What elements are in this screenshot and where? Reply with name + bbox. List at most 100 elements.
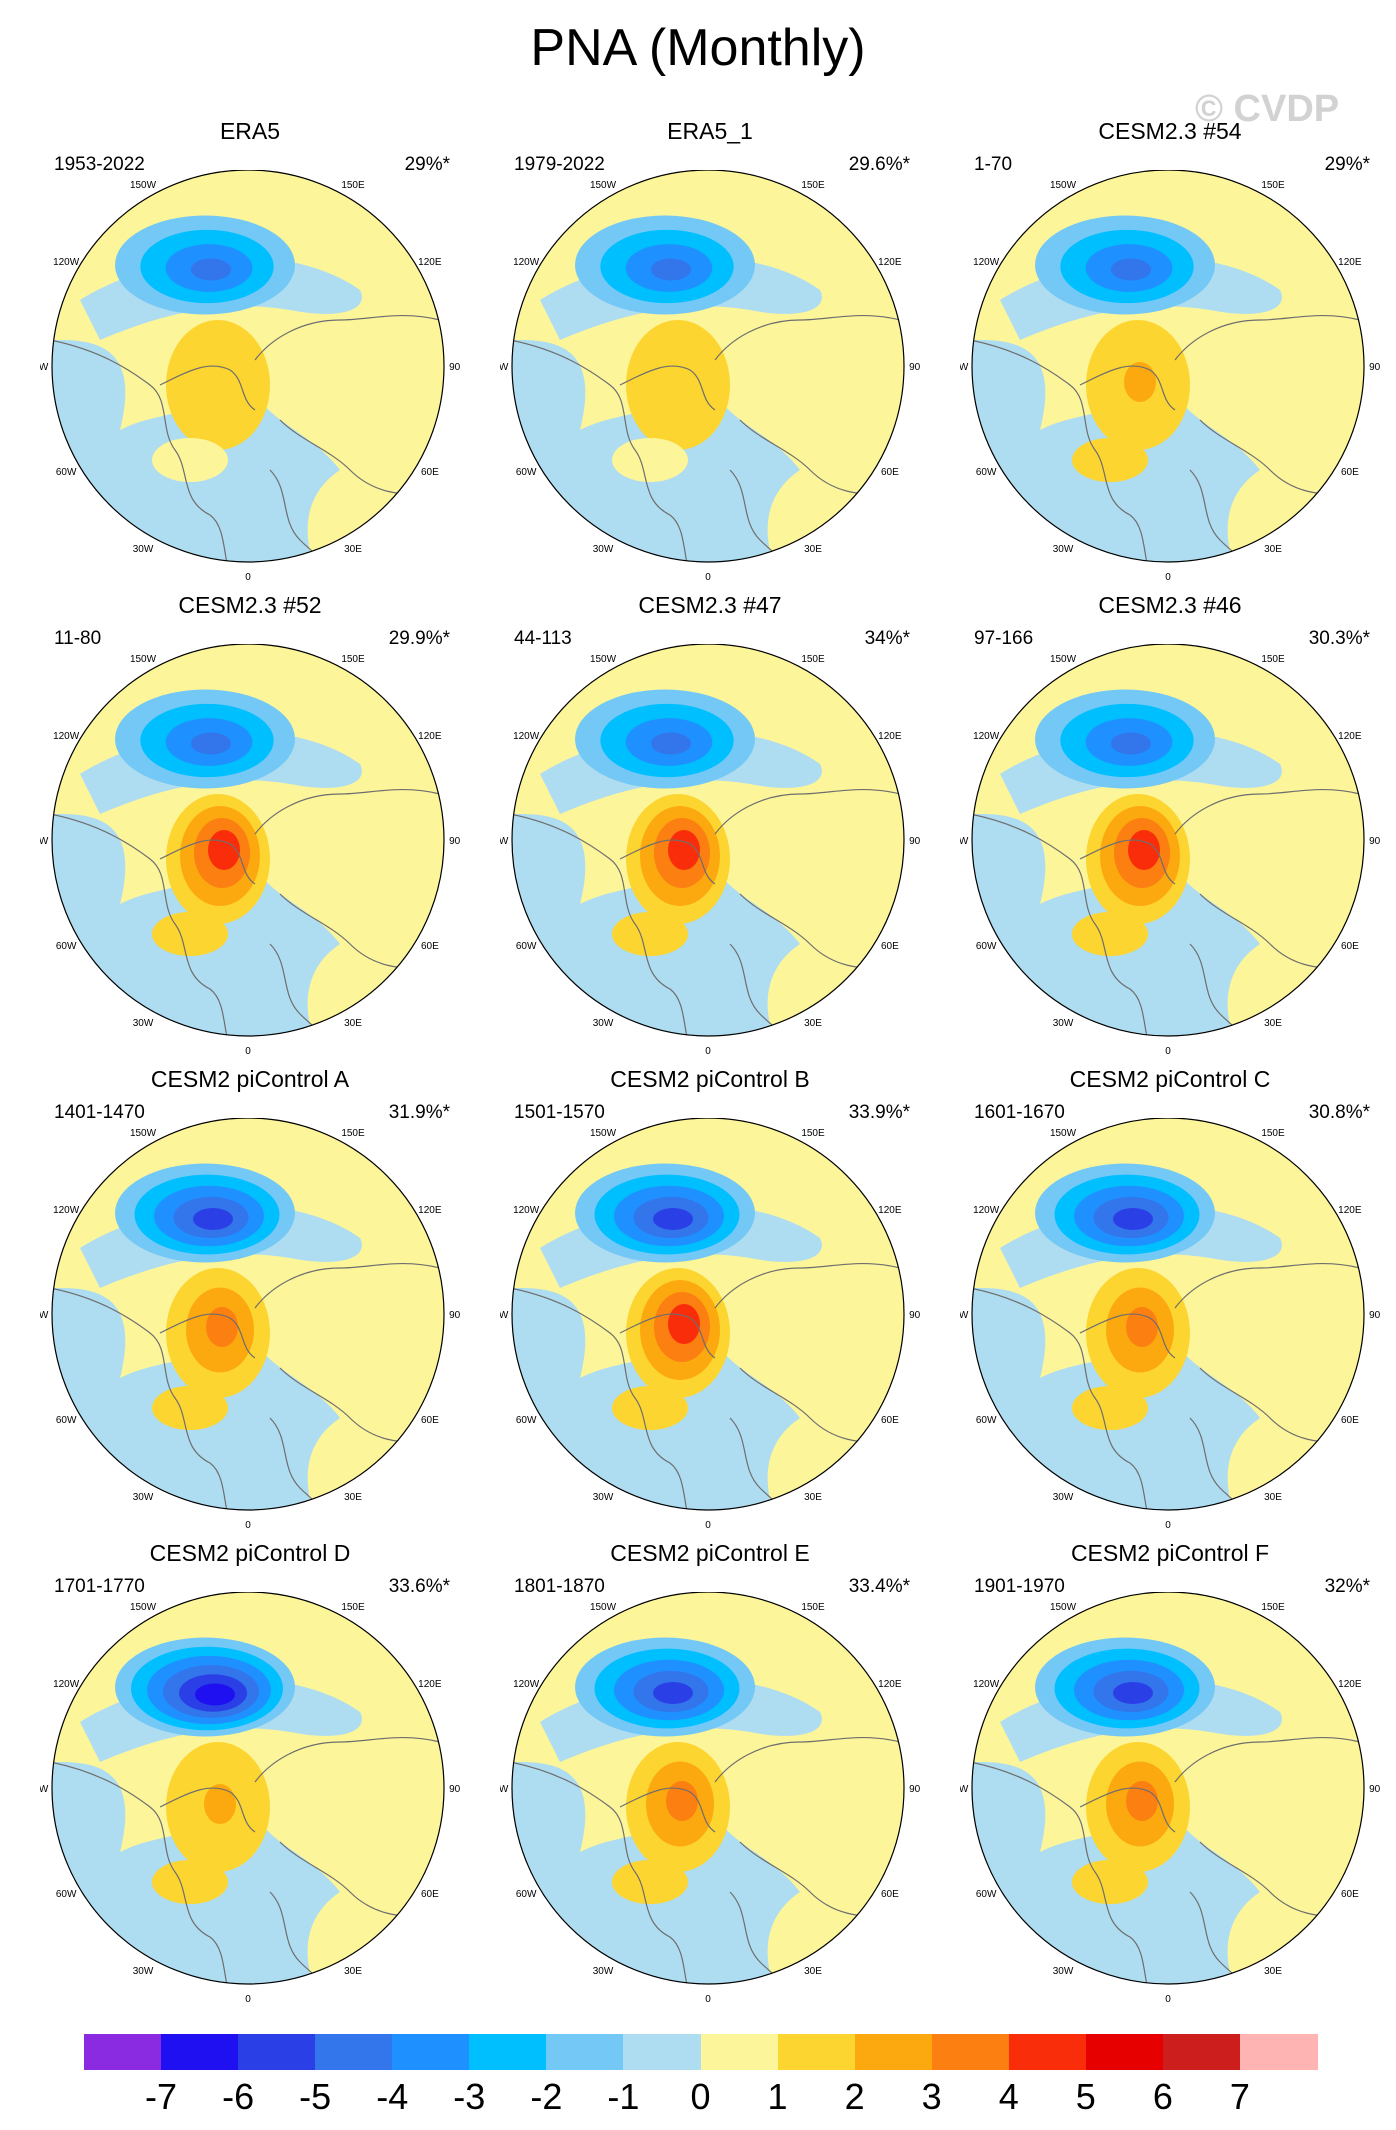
lon-label: 150W xyxy=(1050,1602,1077,1613)
lon-label: 60W xyxy=(976,467,997,478)
panel-variance-pct: 30.8%* xyxy=(1308,1102,1370,1123)
panel-years: 1953-2022 xyxy=(54,154,145,175)
field-high-contour xyxy=(626,320,730,450)
map-boundary xyxy=(511,1118,905,1511)
map-panel: CESM2 piControl C1601-167030.8%*180150E1… xyxy=(960,1066,1380,1536)
lon-label: 0 xyxy=(1165,1520,1171,1531)
panel-title: CESM2.3 #46 xyxy=(1098,592,1242,618)
lon-label: 90W xyxy=(500,1784,509,1795)
panel-title: ERA5 xyxy=(219,118,281,144)
lon-label: 90W xyxy=(960,1310,969,1321)
lon-label: 90E xyxy=(909,362,920,373)
lon-label: 0 xyxy=(705,1520,711,1531)
coastlines xyxy=(512,1736,901,1984)
field-high-lobe xyxy=(152,1386,228,1430)
panel-years: 1401-1470 xyxy=(54,1102,145,1123)
field-low-contour xyxy=(191,258,231,281)
map-boundary xyxy=(51,170,445,563)
lon-label: 90W xyxy=(40,1310,49,1321)
lon-label: 120W xyxy=(973,257,1000,268)
lon-label: 0 xyxy=(1165,1994,1171,2005)
lon-label: 120W xyxy=(513,1679,540,1690)
lon-label: 30W xyxy=(133,1018,154,1029)
lon-label: 30E xyxy=(1264,544,1282,555)
lon-label: 150E xyxy=(1261,1128,1285,1139)
panel-years: 1601-1670 xyxy=(974,1102,1065,1123)
map-boundary xyxy=(971,1592,1365,1985)
field-high-contour xyxy=(1128,830,1160,870)
field-low-contour xyxy=(193,1208,233,1230)
colorbar-tick-label: -3 xyxy=(453,2076,486,2117)
lon-label: 150E xyxy=(341,180,365,191)
lon-label: 60E xyxy=(1341,467,1359,478)
lon-label: 120W xyxy=(53,1679,80,1690)
lon-label: 60E xyxy=(1341,1415,1359,1426)
lon-label: 90W xyxy=(960,1784,969,1795)
map-boundary xyxy=(971,1118,1365,1511)
lon-label: 60W xyxy=(56,941,77,952)
coastlines xyxy=(972,1262,1361,1510)
colorbar-swatch xyxy=(854,2034,933,2070)
lon-label: 120E xyxy=(418,1205,442,1216)
colorbar-tick-label: -7 xyxy=(145,2076,178,2117)
lon-label: 90W xyxy=(40,836,49,847)
field-low-contour xyxy=(653,1208,693,1230)
lon-label: 90E xyxy=(449,836,460,847)
coastlines xyxy=(512,1262,901,1510)
colorbar-tick-label: -1 xyxy=(607,2076,640,2117)
map-panel: CESM2 piControl A1401-147031.9%*180150E1… xyxy=(40,1066,460,1536)
coastlines xyxy=(512,314,901,562)
lon-label: 0 xyxy=(705,1994,711,2005)
field-low-contour xyxy=(1113,1682,1153,1704)
lon-label: 120E xyxy=(1338,257,1362,268)
colorbar-tick-label: 4 xyxy=(998,2076,1019,2117)
lon-label: 0 xyxy=(1165,1046,1171,1057)
lon-label: 120E xyxy=(418,731,442,742)
colorbar-tick-label: -2 xyxy=(530,2076,563,2117)
panel-years: 1-70 xyxy=(974,154,1013,175)
panel-variance-pct: 33.4%* xyxy=(848,1576,910,1597)
field-high-contour xyxy=(166,320,270,450)
map-panel: CESM2 piControl D1701-177033.6%*180150E1… xyxy=(40,1540,460,2010)
map-panel: CESM2.3 #4697-16630.3%*180150E120E90E60E… xyxy=(960,592,1380,1062)
panel-title: CESM2 piControl F xyxy=(1070,1540,1270,1566)
field-high-lobe xyxy=(612,1386,688,1430)
lon-label: 0 xyxy=(245,1046,251,1057)
colorbar-tick-label: 2 xyxy=(844,2076,865,2117)
lon-label: 30W xyxy=(1053,1018,1074,1029)
lon-label: 30E xyxy=(804,544,822,555)
lon-label: 150W xyxy=(130,1602,157,1613)
lon-label: 150E xyxy=(341,1602,365,1613)
lon-label: 90E xyxy=(449,362,460,373)
field-high-contour xyxy=(208,830,240,870)
panel-years: 11-80 xyxy=(54,628,102,649)
lon-label: 150W xyxy=(1050,180,1077,191)
lon-label: 30W xyxy=(133,1492,154,1503)
colorbar-swatch xyxy=(777,2034,856,2070)
lon-label: 150E xyxy=(801,1602,825,1613)
field-low-contour xyxy=(1113,1208,1153,1230)
lon-label: 0 xyxy=(245,1520,251,1531)
lon-label: 150E xyxy=(801,1128,825,1139)
lon-label: 120W xyxy=(973,1679,1000,1690)
polar-map: 180150E120E90E60E30E030W60W90W120W150W xyxy=(960,170,1380,583)
panel-title: ERA5_1 xyxy=(667,118,753,144)
lon-label: 150W xyxy=(590,180,617,191)
lon-label: 120E xyxy=(418,257,442,268)
panel-years: 1979-2022 xyxy=(514,154,605,175)
panel-years: 1701-1770 xyxy=(54,1576,145,1597)
colorbar-swatch xyxy=(1008,2034,1087,2070)
lon-label: 60E xyxy=(881,941,899,952)
lon-label: 30W xyxy=(1053,1966,1074,1977)
panel-title: CESM2 piControl B xyxy=(610,1066,810,1092)
polar-map: 180150E120E90E60E30E030W60W90W120W150W xyxy=(40,1592,460,2005)
lon-label: 30E xyxy=(1264,1018,1282,1029)
field-low-contour xyxy=(1111,732,1151,755)
lon-label: 30E xyxy=(344,1492,362,1503)
lon-label: 0 xyxy=(245,1994,251,2005)
lon-label: 60E xyxy=(881,467,899,478)
map-panel: ERA5_11979-202229.6%*180150E120E90E60E30… xyxy=(500,118,920,588)
map-panel: CESM2 piControl B1501-157033.9%*180150E1… xyxy=(500,1066,920,1536)
lon-label: 30E xyxy=(804,1492,822,1503)
field-high-lobe xyxy=(152,438,228,482)
